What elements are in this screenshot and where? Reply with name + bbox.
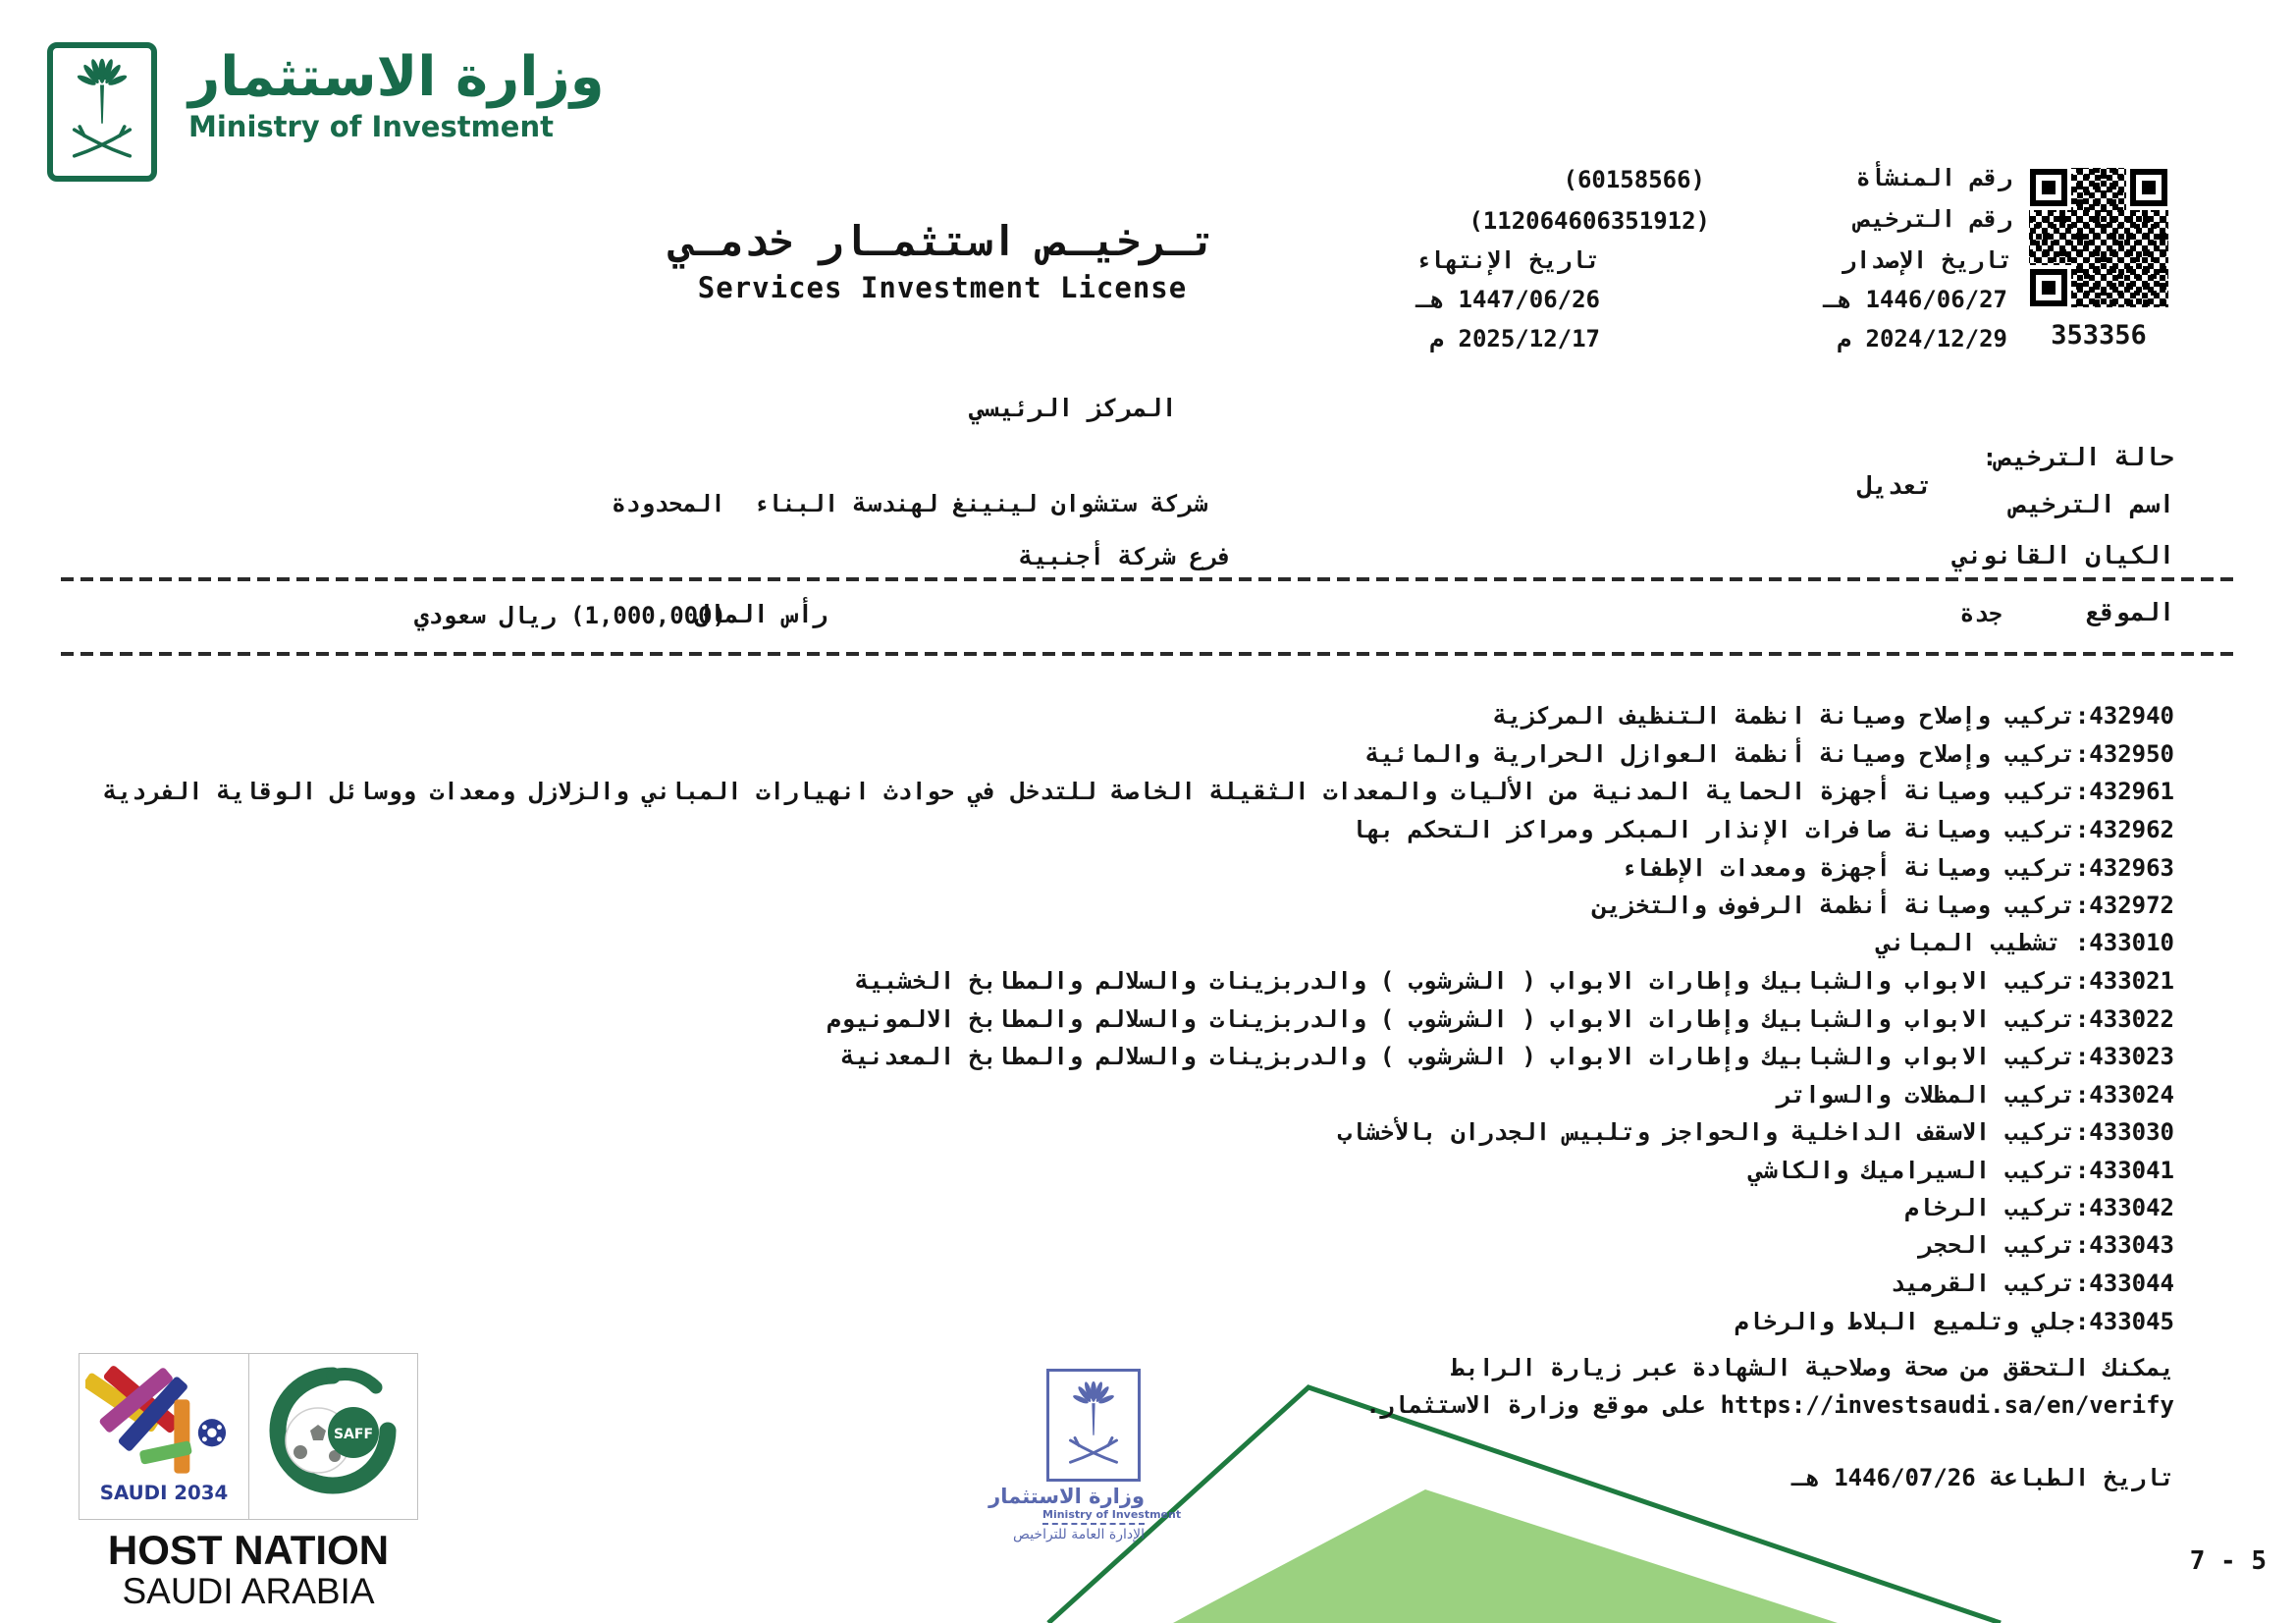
activity-line: 433024:تركيب المظلات والسواتر [1777, 1081, 2174, 1109]
saudi-2034-logo: SAUDI 2034 [80, 1354, 248, 1519]
solid-triangle [1173, 1489, 1838, 1623]
stamp-arabic-text: وزارة الاستثمار [988, 1485, 1145, 1508]
license-number-value: (112064606351912) [1468, 207, 1710, 235]
activity-line: 433045:جلي وتلميع البلاط والرخام [1735, 1308, 2174, 1335]
activity-line: 433010: تشطيب المباني [1876, 929, 2174, 956]
activity-line: 433041:تركيب السيراميك والكاشي [1748, 1157, 2174, 1184]
stamp-emblem-frame [1046, 1369, 1141, 1482]
activity-line: 433022:تركيب الابواب والشبابيك وإطارات ا… [827, 1005, 2174, 1033]
license-name-label: اسم الترخيص [2011, 490, 2174, 518]
activity-line: 433042:تركيب الرخام [1904, 1194, 2174, 1221]
capital-value: (1,000,000) ريال سعودي [414, 602, 726, 629]
license-status-value: تعديل [1857, 471, 1932, 500]
activity-line: 433021:تركيب الابواب والشبابيك وإطارات ا… [855, 967, 2174, 995]
separator-line-bottom [61, 652, 2235, 656]
saff-label: SAFF [334, 1427, 373, 1442]
issue-date-hijri: 1446/06/27 هـ [1823, 286, 2007, 313]
activity-line: 433044:تركيب القرميد [1891, 1270, 2174, 1297]
saff-icon: SAFF [269, 1367, 397, 1493]
activity-line: 432972:تركيب وصيانة أنظمة الرفوف والتخزي… [1592, 892, 2174, 919]
outline-triangle [1046, 1384, 2002, 1623]
capital-label: رأس المال [694, 600, 828, 628]
verify-line-2: https://investsaudi.sa/en/verify على موق… [1365, 1391, 2174, 1419]
issue-date-gregorian: 2024/12/29 م [1837, 325, 2007, 352]
activity-line: 432950:تركيب وإصلاح وصيانة أنظمة العوازل… [1365, 740, 2174, 768]
host-nation-text: HOST NATION [107, 1527, 390, 1573]
qr-code [2024, 163, 2173, 312]
license-number-label: رقم الترخيص [1856, 205, 2012, 233]
ministry-logo-text: وزارة الاستثمار Ministry of Investment [188, 47, 605, 143]
entity-number-label: رقم المنشأة [1856, 164, 2012, 191]
license-name-value: شركة ستشوان لينينغ لهندسة البناء المحدود… [612, 490, 1207, 517]
qr-serial-number: 353356 [2051, 320, 2147, 351]
stamp-english-text: Ministry of Investment [1042, 1508, 1181, 1525]
entity-number-value: (60158566) [1563, 166, 1706, 193]
activity-line: 432940:تركيب وإصلاح وصيانة انظمة التنظيف… [1493, 702, 2174, 730]
activity-line: 433023:تركيب الابواب والشبابيك وإطارات ا… [840, 1043, 2174, 1070]
saff-logo: SAFF [247, 1354, 418, 1519]
legal-entity-value: فرع شركة أجنبية [1019, 543, 1232, 570]
expiry-date-gregorian: 2025/12/17 م [1429, 325, 1600, 352]
stamp-department-text: الإدارة العامة للتراخيص [1013, 1527, 1145, 1542]
ministry-name-english: Ministry of Investment [188, 109, 554, 143]
activity-line: 432962:تركيب وصيانة صافرات الإنذار المبك… [1351, 816, 2174, 843]
host-country-text: SAUDI ARABIA [122, 1571, 375, 1611]
saudi-2034-label: SAUDI 2034 [99, 1482, 228, 1504]
legal-entity-label: الكيان القانوني [1952, 541, 2174, 569]
palm-swords-emblem-icon [72, 58, 133, 158]
title-english: Services Investment License [697, 271, 1188, 305]
document-title: تـرخيـص استثمـار خدمـي Services Investme… [609, 217, 1276, 305]
activity-line: 432961:تركيب وصيانة أجهزة الحماية المدني… [103, 778, 2174, 805]
activity-line: 433043:تركيب الحجر [1918, 1231, 2174, 1259]
expiry-date-hijri: 1447/06/26 هـ [1415, 286, 1600, 313]
expiry-date-label: تاريخ الإنتهاء [1415, 246, 1600, 274]
saudi-2034-icon: SAUDI 2034 [84, 1366, 228, 1504]
license-status-label: حالة الترخيص: [1982, 443, 2174, 471]
green-triangle-watermark [1046, 1384, 2002, 1623]
ministry-stamp: وزارة الاستثمار Ministry of Investment ا… [988, 1369, 1181, 1542]
head-office-text: المركز الرئيسي [970, 394, 1177, 422]
footer-logos-box: SAUDI 2034 SAFF [79, 1353, 418, 1520]
title-arabic: تـرخيـص استثمـار خدمـي [668, 217, 1216, 265]
separator-line-top [61, 577, 2235, 581]
stamp-palm-swords-icon [1069, 1380, 1118, 1464]
activity-line: 432963:تركيب وصيانة أجهزة ومعدات الإطفاء [1621, 854, 2174, 882]
print-date: تاريخ الطباعة 1446/07/26 هـ [1790, 1464, 2174, 1491]
ministry-name-arabic: وزارة الاستثمار [188, 45, 605, 109]
activity-line: 433030:تركيب الاسقف الداخلية والحواجز وت… [1337, 1118, 2174, 1146]
ministry-emblem-frame [47, 42, 157, 182]
verify-line-1: يمكنك التحقق من صحة وصلاحية الشهادة عبر … [1451, 1354, 2174, 1381]
page-number: 7 - 5 [2189, 1546, 2267, 1576]
issue-date-label: تاريخ الإصدار [1842, 246, 2012, 274]
location-value: جدة [1959, 600, 2002, 627]
location-label: الموقع [2085, 598, 2174, 626]
